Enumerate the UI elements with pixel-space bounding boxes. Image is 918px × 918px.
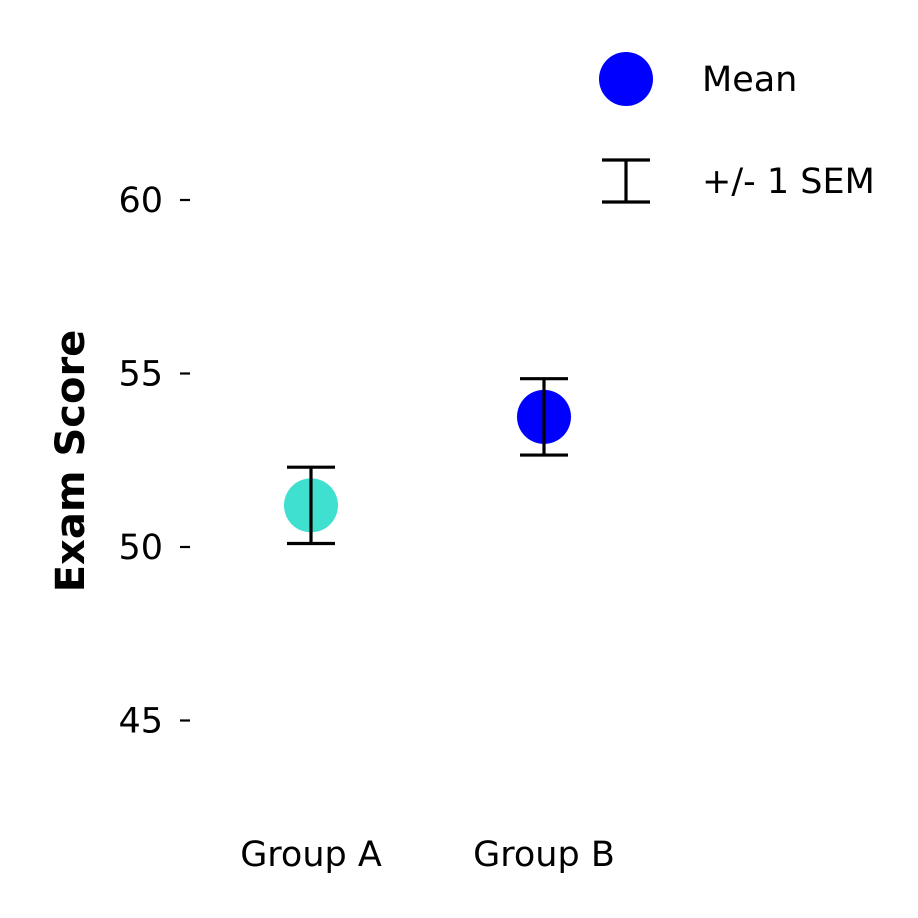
sem-errorbar [287, 465, 335, 546]
y-tick-label: 60 [118, 181, 163, 221]
y-axis-ticks: 45 50 55 60 [118, 181, 190, 742]
legend-mean-marker [599, 52, 653, 106]
y-tick-label: 45 [118, 702, 163, 742]
legend-label: +/- 1 SEM [702, 162, 875, 202]
y-axis-title: Exam Score [48, 330, 94, 593]
y-tick-label: 55 [118, 355, 163, 395]
x-axis-labels: Group A Group B [240, 835, 615, 875]
sem-errorbar [520, 377, 568, 457]
data-points [284, 377, 571, 546]
legend-label: Mean [702, 60, 797, 100]
legend-errorbar-marker [602, 158, 650, 204]
y-tick-label: 50 [118, 528, 163, 568]
x-tick-label: Group B [473, 835, 615, 875]
x-tick-label: Group A [240, 835, 382, 875]
legend: Mean +/- 1 SEM [599, 52, 875, 204]
